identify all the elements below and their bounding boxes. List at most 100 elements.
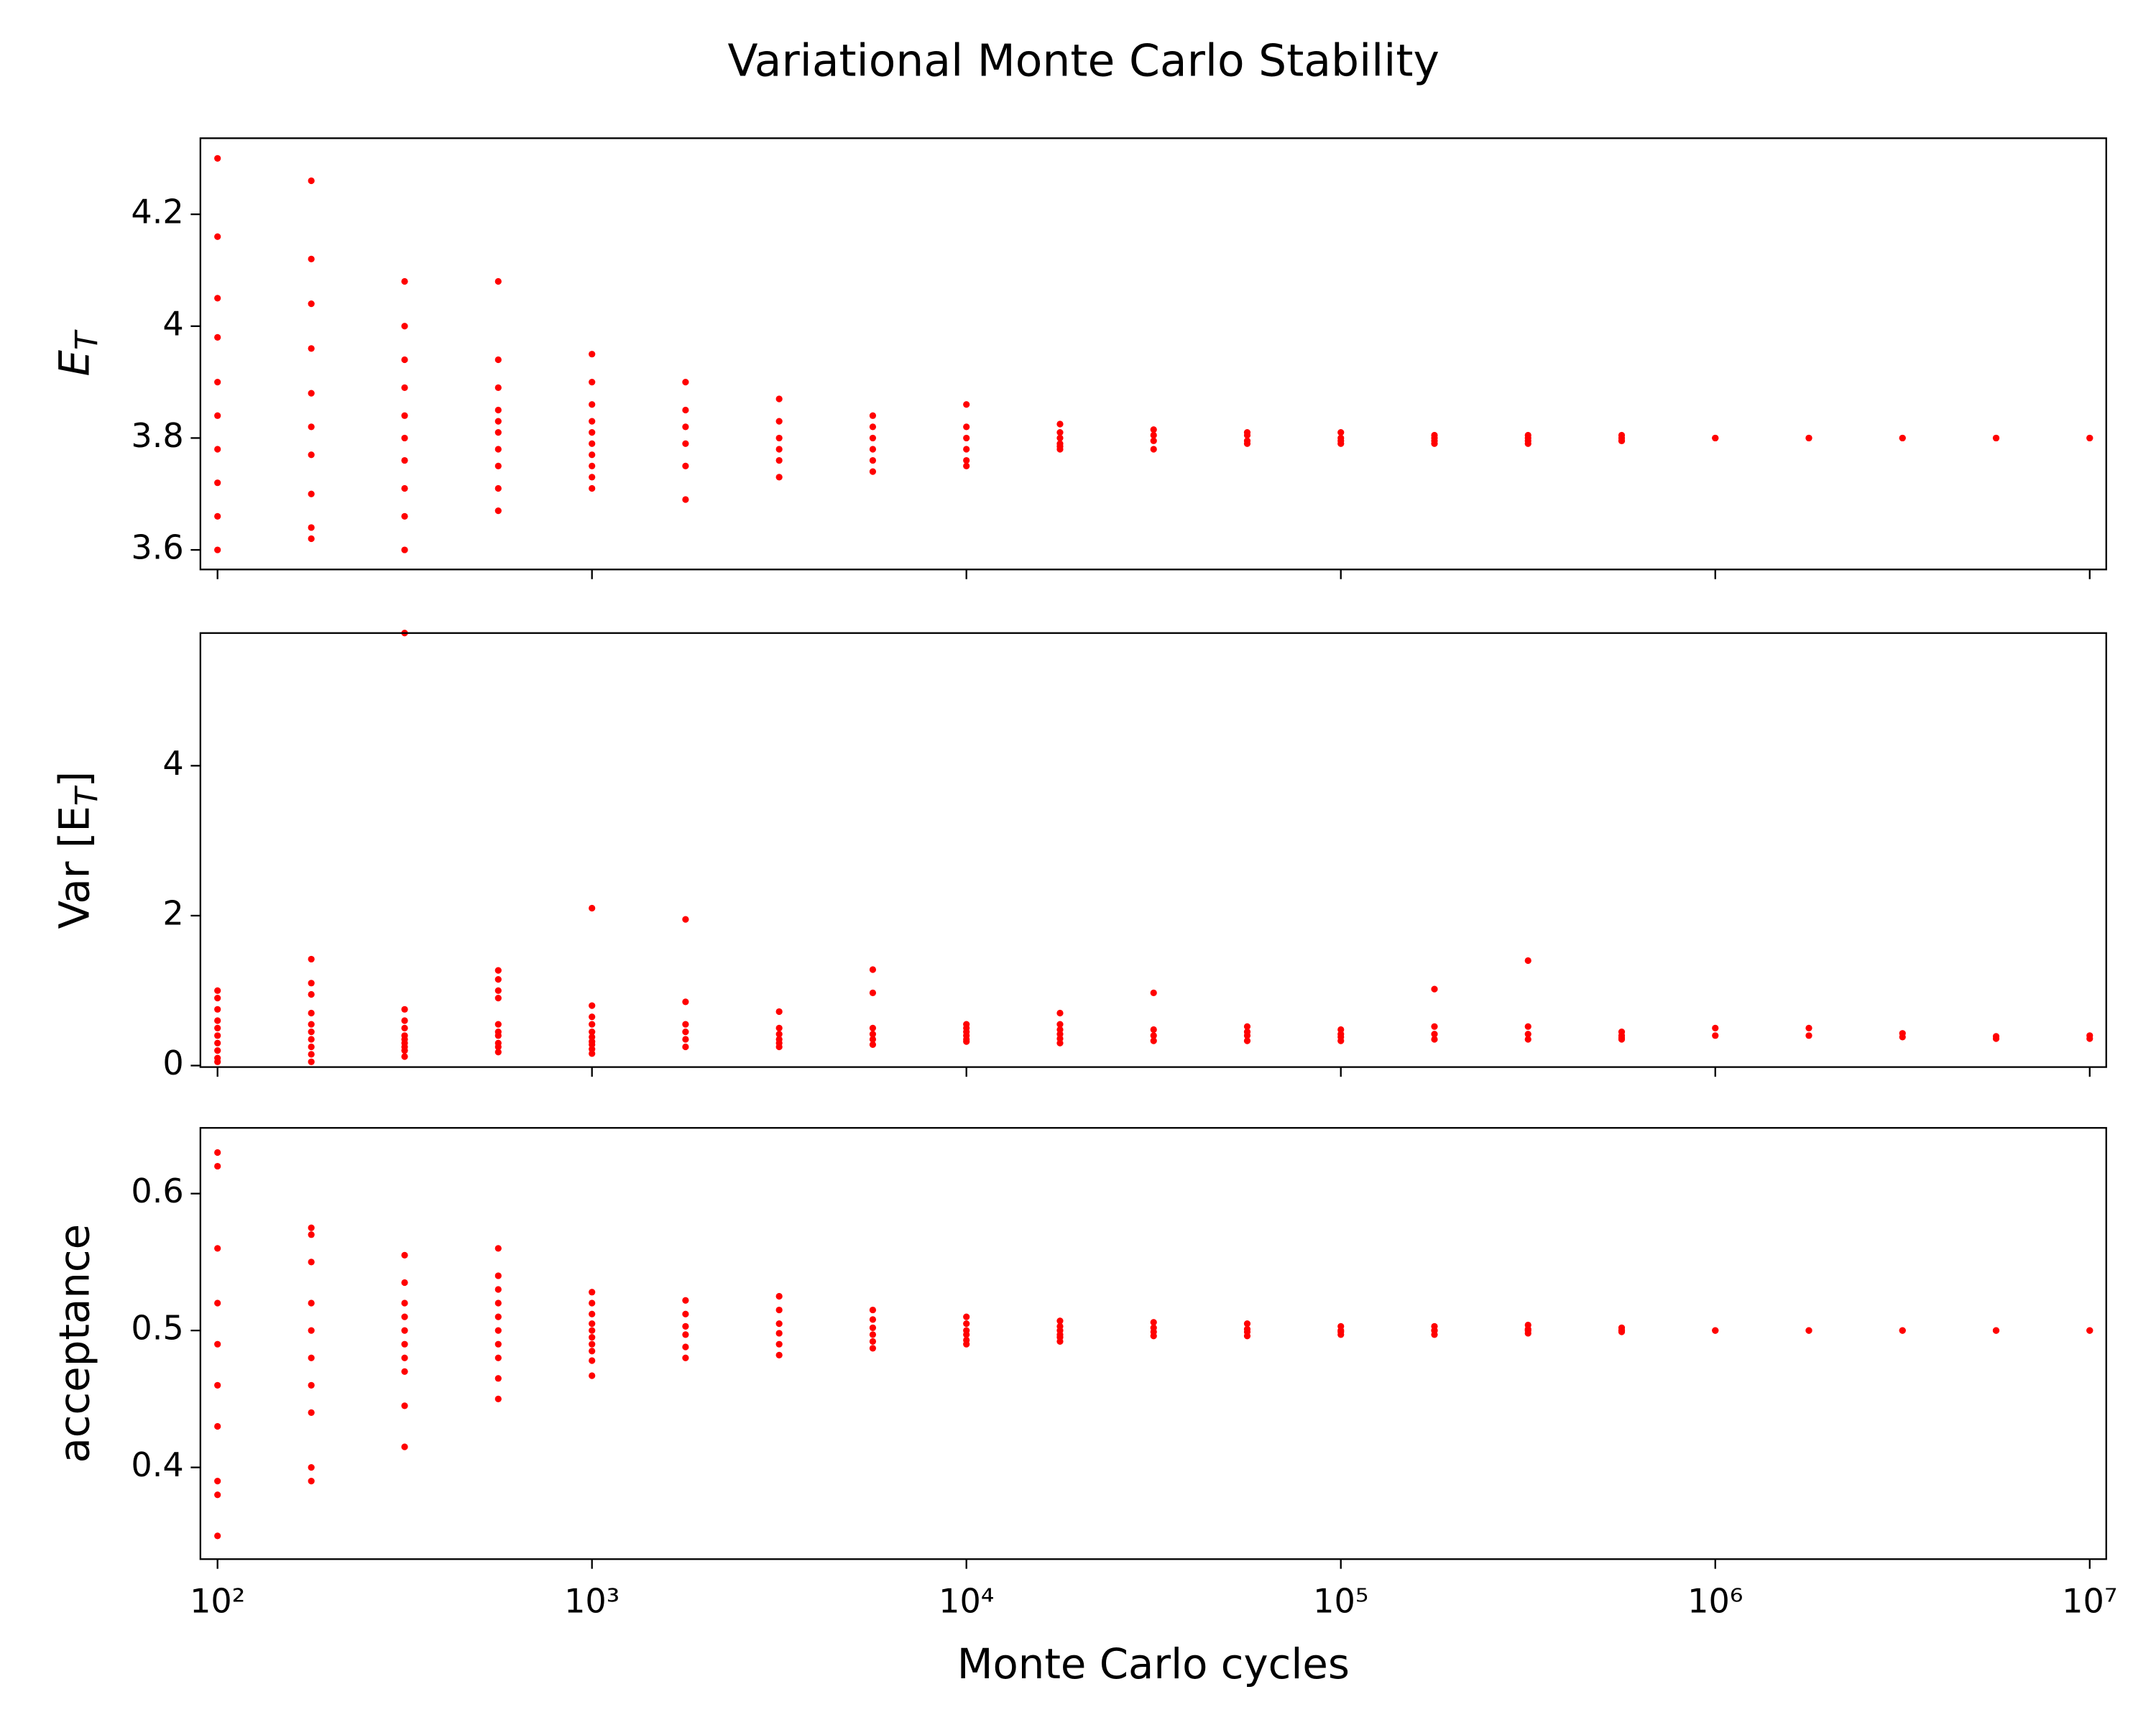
point [963,456,970,464]
point [869,1316,877,1323]
point [589,904,596,912]
y-axis-label-part: E [50,349,98,376]
point [682,496,689,503]
point [1992,434,2000,442]
point [1524,440,1531,447]
point [1243,1023,1251,1030]
point [401,384,408,392]
point [1150,1333,1157,1340]
point [401,546,408,553]
point [775,1024,783,1031]
point [494,987,502,994]
point [494,507,502,515]
point [1243,1037,1251,1044]
point [1056,1009,1064,1017]
x-axis-label: Monte Carlo cycles [957,1639,1350,1688]
point [589,1320,596,1328]
point [494,1272,502,1279]
point [682,916,689,923]
point [963,1340,970,1348]
point [682,1322,689,1330]
point [214,1039,221,1046]
point [1150,1026,1157,1034]
point [1337,1037,1345,1044]
point [494,967,502,974]
point [1899,434,1906,442]
point [494,1286,502,1293]
point [214,479,221,487]
point [308,535,315,543]
point [494,1340,502,1348]
point [308,1381,315,1389]
point [494,418,502,425]
point [494,1313,502,1320]
point [308,980,315,987]
point [869,1338,877,1345]
point [1337,440,1345,447]
point [1337,1331,1345,1338]
point [308,423,315,431]
point [1431,440,1438,447]
point [1056,1039,1064,1046]
point [214,295,221,302]
y-tick-label: 4 [162,744,183,783]
y-axis-label-part: ] [50,771,98,788]
x-tick-label: 10⁶ [1687,1581,1743,1620]
point [682,1354,689,1361]
point [1524,1023,1531,1030]
point [401,1354,408,1361]
point [589,1372,596,1379]
point [308,1231,315,1238]
point [1899,1034,1906,1041]
point [214,1422,221,1430]
point [869,1345,877,1352]
point [214,1149,221,1156]
point [589,1327,596,1334]
point [494,1300,502,1307]
point [1056,420,1064,428]
point [589,474,596,481]
y-tick-label: 4 [162,304,183,343]
point [682,462,689,469]
point [494,1043,502,1051]
point [1899,1327,1906,1334]
point [869,456,877,464]
point [214,512,221,520]
point [1056,1021,1064,1028]
point [1150,446,1157,453]
point [1056,429,1064,436]
y-tick-label: 0 [162,1044,183,1082]
point [214,546,221,553]
point [963,1320,970,1328]
x-tick-label: 10⁷ [2062,1581,2117,1620]
point [1805,1327,1812,1334]
point [1524,1330,1531,1337]
point [589,484,596,492]
point [589,451,596,459]
point [963,1313,970,1320]
point [401,512,408,520]
point [682,1343,689,1351]
point [589,1002,596,1009]
point [589,440,596,447]
point [401,1024,408,1031]
point [308,1028,315,1036]
point [589,418,596,425]
point [1805,1032,1812,1039]
point [1150,1037,1157,1044]
point [775,456,783,464]
y-tick-label: 3.8 [131,416,183,455]
point [401,1279,408,1287]
point [775,1330,783,1337]
point [589,429,596,436]
y-axis-label: Var [ET] [50,771,103,929]
figure-title: Variational Monte Carlo Stability [727,35,1439,87]
point [401,1443,408,1450]
point [494,406,502,414]
point [401,1006,408,1013]
point [401,356,408,364]
point [214,1032,221,1039]
point [308,1036,315,1043]
